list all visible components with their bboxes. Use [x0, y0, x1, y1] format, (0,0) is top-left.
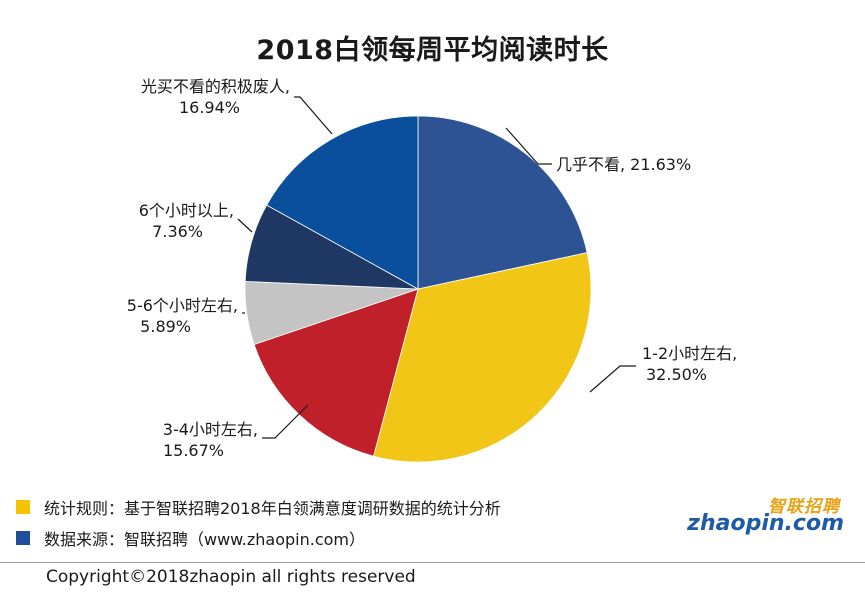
slice-label-0: 几乎不看, 21.63%: [556, 155, 691, 174]
slice-label-2: 3-4小时左右,: [163, 420, 258, 439]
zhaopin-logo: 智联招聘 zhaopin.com: [687, 492, 850, 544]
leader-line-2: [262, 404, 309, 439]
slice-value-2: 15.67%: [163, 441, 224, 460]
slice-value-3: 5.89%: [140, 317, 191, 336]
slice-label-4: 6个小时以上,: [139, 201, 234, 220]
slice-label-5: 光买不看的积极废人,: [141, 77, 290, 96]
slice-label-1: 1-2小时左右,: [642, 344, 737, 363]
leader-line-4: [237, 218, 253, 233]
legend-square-yellow: [16, 500, 30, 514]
chart-title: 2018白领每周平均阅读时长: [256, 35, 609, 66]
leader-line-5: [294, 96, 333, 135]
leader-line-0: [505, 127, 552, 165]
footer-source-text: 数据来源：智联招聘（www.zhaopin.com）: [44, 530, 366, 549]
logo-en-text: zhaopin.com: [687, 511, 844, 536]
footer-rule-text: 统计规则：基于智联招聘2018年白领满意度调研数据的统计分析: [44, 499, 501, 518]
pie-slice-0: [417, 115, 588, 290]
legend-square-blue: [16, 531, 30, 545]
pie-slice-5: [266, 115, 419, 290]
slice-label-3: 5-6个小时左右,: [127, 296, 238, 315]
footer-rule-row: 统计规则：基于智联招聘2018年白领满意度调研数据的统计分析: [16, 495, 501, 519]
footer-divider: [0, 562, 865, 563]
footer-source-row: 数据来源：智联招聘（www.zhaopin.com）: [16, 526, 365, 550]
logo-cn-text: 智联招聘: [768, 497, 840, 517]
copyright-text: Copyright©2018zhaopin all rights reserve…: [46, 567, 416, 587]
slice-value-1: 32.50%: [646, 365, 707, 384]
slice-value-5: 16.94%: [179, 98, 240, 117]
pie-slice-1: [373, 252, 592, 463]
slice-value-4: 7.36%: [152, 222, 203, 241]
leader-line-1: [589, 365, 636, 393]
